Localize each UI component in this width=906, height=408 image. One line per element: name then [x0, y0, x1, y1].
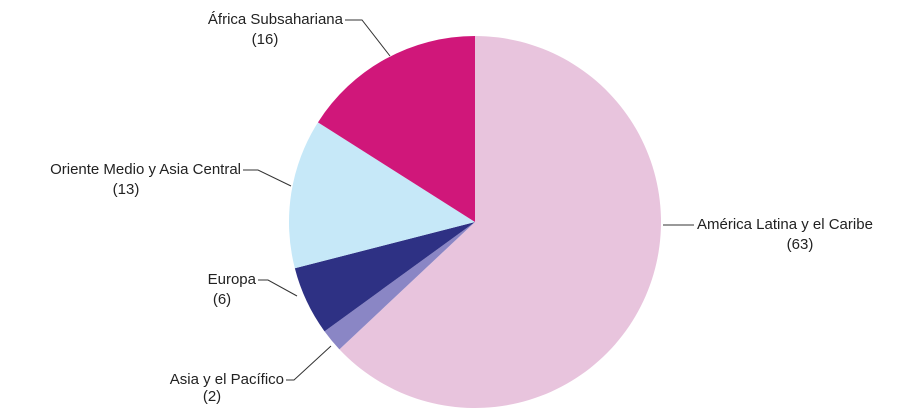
leader-line	[258, 279, 298, 297]
slice-value-label: (63)	[787, 236, 814, 253]
slice-value-label: (6)	[213, 291, 231, 308]
pie-slice	[317, 36, 475, 222]
slice-label: Europa	[208, 271, 257, 288]
leader-line	[243, 169, 292, 187]
pie-slice	[339, 36, 661, 408]
leader-line	[286, 345, 332, 381]
pie-slice	[289, 122, 475, 269]
slice-label: Asia y el Pacífico	[170, 371, 284, 388]
slice-value-label: (16)	[252, 31, 279, 48]
slice-label: África Subsahariana	[208, 11, 344, 28]
pie-slice	[294, 222, 475, 332]
slice-value-label: (2)	[203, 388, 221, 405]
pie-slice	[324, 222, 475, 350]
slice-label: América Latina y el Caribe	[697, 216, 873, 233]
slice-label: Oriente Medio y Asia Central	[50, 161, 241, 178]
slice-value-label: (13)	[113, 181, 140, 198]
leader-line	[345, 19, 391, 57]
